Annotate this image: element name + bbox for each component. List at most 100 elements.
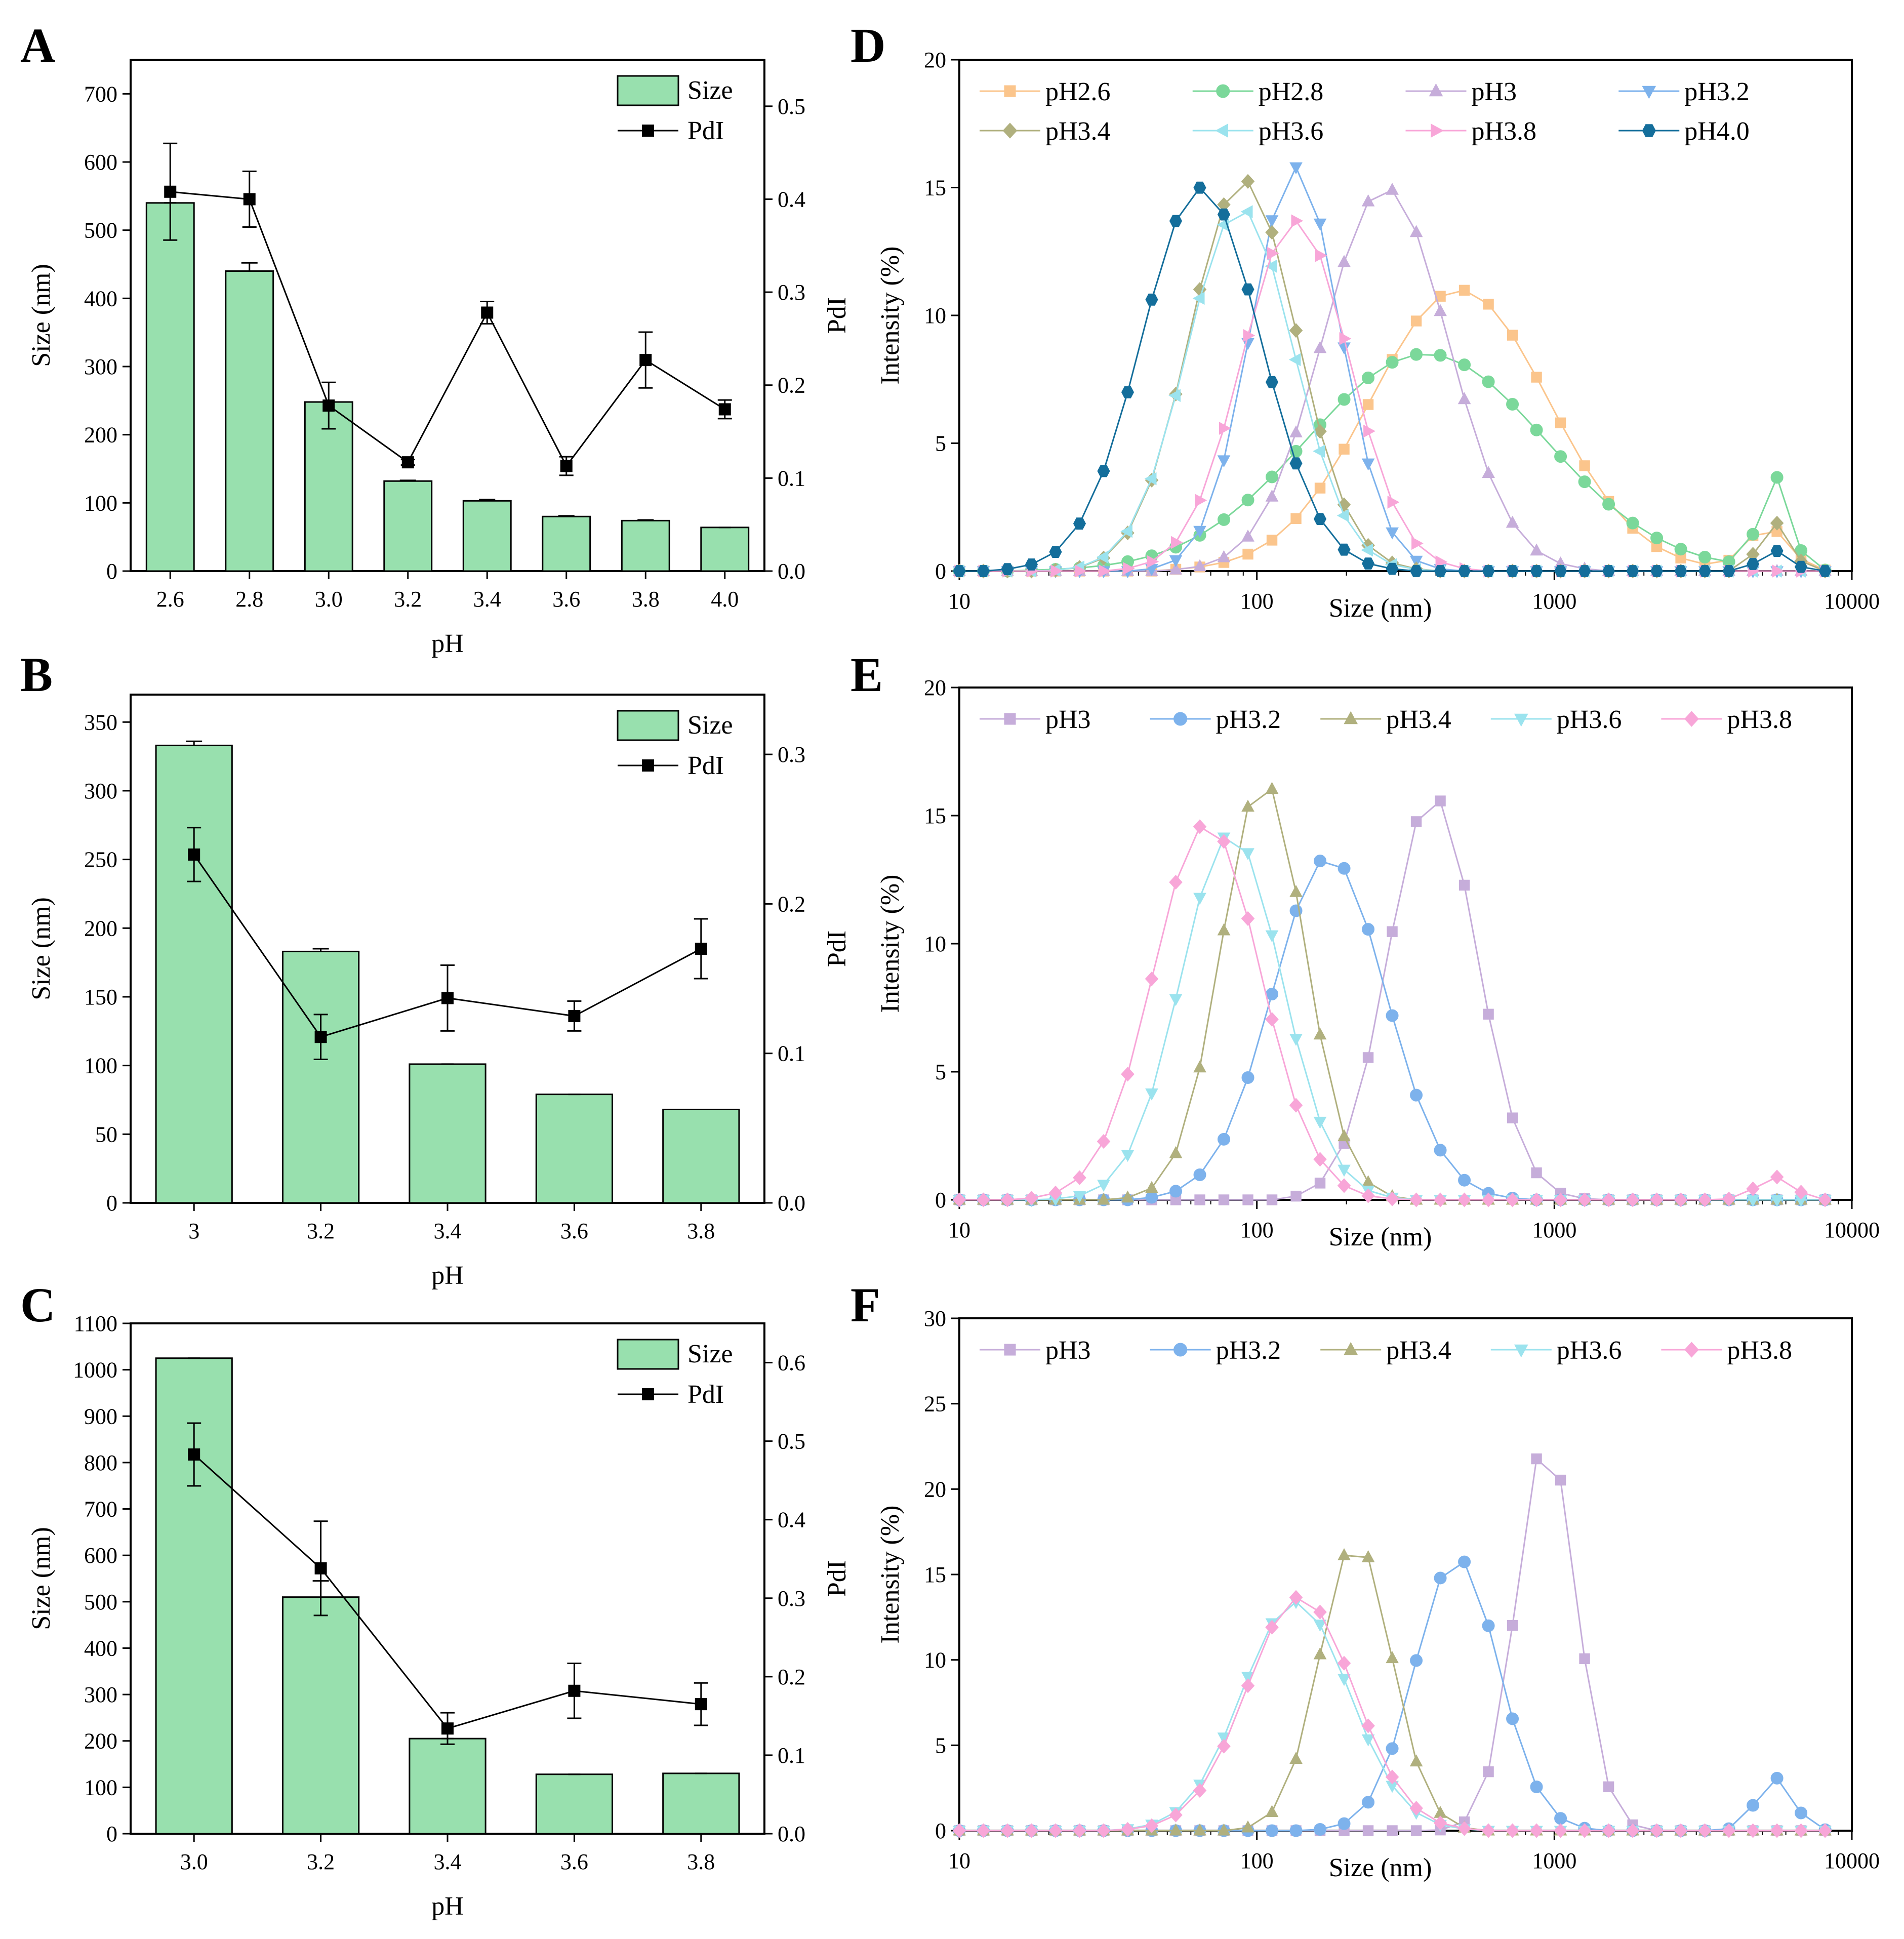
x-tick-label: 3.2 <box>307 1219 335 1243</box>
data-point-ph3-8 <box>1626 1823 1640 1838</box>
data-point-ph4-0 <box>1362 557 1375 570</box>
data-point-ph3 <box>1193 559 1206 572</box>
pdi-point-3-4 <box>441 1722 454 1735</box>
data-point-ph3-8 <box>1409 1192 1423 1207</box>
y2-tick-label: 0.2 <box>778 892 805 916</box>
data-point-ph3-8 <box>1770 1169 1784 1185</box>
data-point-ph3-2 <box>1241 1071 1254 1084</box>
y-axis-title: Intensity (%) <box>876 247 905 385</box>
y-tick-label: 15 <box>924 1562 946 1587</box>
panel-label-d: D <box>850 18 885 72</box>
data-point-ph3-2 <box>1266 1824 1279 1837</box>
data-point-ph3 <box>1386 183 1399 195</box>
size-bar-3-4 <box>409 1063 487 1204</box>
x-tick-label: 10000 <box>1824 1848 1880 1873</box>
data-point-ph3 <box>1194 1194 1205 1205</box>
data-point-ph2-6 <box>1339 443 1350 455</box>
series-line-ph3-6 <box>959 211 1826 572</box>
data-point-ph3-8 <box>1746 1181 1760 1196</box>
data-point-ph3-4 <box>1121 1190 1135 1203</box>
y-tick-label: 100 <box>84 1775 117 1800</box>
legend-marker-ph3-6 <box>1514 713 1528 727</box>
data-point-ph3-2 <box>1770 1771 1784 1785</box>
y-tick-label: 600 <box>84 1543 117 1568</box>
panel-label-a: A <box>20 18 55 72</box>
data-point-ph2-6 <box>1290 513 1302 524</box>
x-axis-title: pH <box>431 629 464 658</box>
legend-marker-ph3-2 <box>1173 1343 1188 1357</box>
data-point-ph3-8 <box>1265 1620 1279 1635</box>
data-point-ph3-8 <box>1147 555 1159 569</box>
data-point-ph3-8 <box>1626 1192 1640 1207</box>
y-tick-label: 250 <box>84 847 117 872</box>
legend-size-swatch <box>617 75 679 106</box>
data-point-ph4-0 <box>1698 565 1712 577</box>
pdi-point-2-8 <box>243 193 256 206</box>
data-point-ph4-0 <box>1313 513 1327 525</box>
data-point-ph3-4 <box>1241 799 1254 812</box>
pdi-point-3-4 <box>441 992 454 1004</box>
x-tick-label: 3.4 <box>434 1219 462 1243</box>
data-point-ph3-6 <box>1145 1088 1158 1101</box>
data-point-ph3-2 <box>1217 455 1231 468</box>
data-point-ph2-8 <box>1747 528 1760 541</box>
data-point-ph3-8 <box>1361 1718 1375 1733</box>
data-point-ph3-8 <box>1241 1678 1255 1693</box>
y-tick-label: 30 <box>924 1306 946 1331</box>
data-point-ph3-2 <box>1795 1806 1808 1820</box>
legend-pdi-marker <box>642 1388 654 1400</box>
legend-label-ph2-6: pH2.6 <box>1045 77 1111 106</box>
data-point-ph3-8 <box>1123 562 1135 575</box>
x-tick-label: 3.0 <box>315 587 343 612</box>
y-tick-label: 0 <box>106 1822 117 1846</box>
pdi-point-3-2 <box>314 1031 327 1043</box>
data-point-ph3 <box>1266 1194 1278 1205</box>
data-point-ph3-8 <box>1025 1190 1038 1206</box>
x-tick-label: 3.6 <box>552 587 580 612</box>
data-point-ph3-8 <box>1529 1823 1544 1838</box>
data-point-ph3-4 <box>1097 1192 1110 1205</box>
series-line-ph3-8 <box>959 1596 1826 1832</box>
series-ph3-4 <box>952 174 1832 579</box>
data-point-ph3-8 <box>952 1823 966 1838</box>
x-axis-title: pH <box>431 1892 464 1921</box>
data-point-ph3-6 <box>1265 259 1277 273</box>
x-tick-label: 2.6 <box>156 587 184 612</box>
y-tick-label: 700 <box>84 82 117 106</box>
data-point-ph3-6 <box>1168 389 1181 402</box>
legend-marker-ph3-6 <box>1514 1344 1528 1358</box>
y-tick-label: 10 <box>924 932 946 956</box>
data-point-ph3-4 <box>1265 782 1279 794</box>
data-point-ph3-8 <box>1457 1821 1471 1836</box>
legend-marker-ph3-8 <box>1431 124 1444 138</box>
data-point-ph3-8 <box>1818 1192 1832 1207</box>
data-point-ph3-8 <box>1506 1192 1519 1207</box>
data-point-ph4-0 <box>1073 517 1086 530</box>
data-point-ph3-8 <box>1193 1783 1207 1798</box>
data-point-ph3-8 <box>1411 537 1424 550</box>
data-point-ph3 <box>1362 1825 1374 1836</box>
data-point-ph3 <box>1218 1194 1230 1205</box>
legend-label-ph3-8: pH3.8 <box>1727 705 1792 734</box>
series-line-ph3 <box>959 799 1826 1201</box>
y2-tick-label: 0.6 <box>778 1351 805 1376</box>
legend-pdi-label: PdI <box>687 751 724 780</box>
data-point-ph4-0 <box>1241 283 1254 296</box>
y-tick-label: 0 <box>106 1191 117 1216</box>
y2-tick-label: 0.2 <box>778 373 805 398</box>
data-point-ph3 <box>1506 515 1519 528</box>
x-axis-title: pH <box>431 1261 464 1290</box>
data-point-ph4-0 <box>1722 565 1735 577</box>
series-line-ph3 <box>959 189 1826 572</box>
y2-tick-label: 0.5 <box>778 94 805 119</box>
pdi-point-3-8 <box>639 354 652 367</box>
data-point-ph4-0 <box>1506 565 1519 577</box>
data-point-ph3-2 <box>1458 1174 1471 1187</box>
data-point-ph2-8 <box>1530 423 1543 436</box>
legend-label-ph3: pH3 <box>1045 1336 1091 1365</box>
data-point-ph3-8 <box>1770 1823 1784 1838</box>
data-point-ph3-2 <box>1169 555 1183 568</box>
chart-b: 0 50 100 150 200 250 300 350 0.0 0.1 0.2 0.3 3 3.2 3.4… <box>27 694 852 1290</box>
y-tick-label: 700 <box>84 1497 117 1522</box>
